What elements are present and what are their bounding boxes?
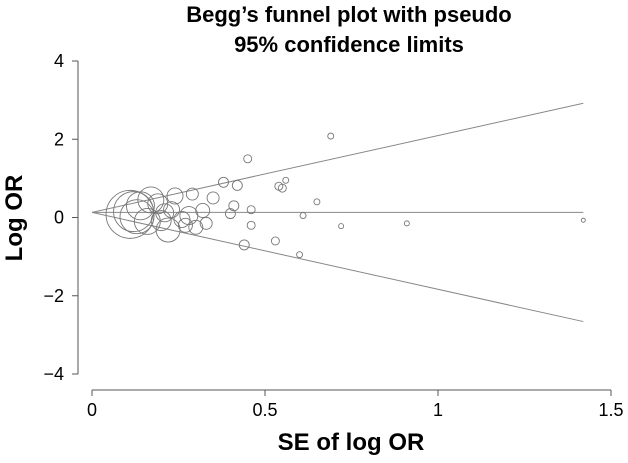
- study-point: [299, 212, 307, 219]
- study-point: [155, 217, 181, 243]
- x-tick-label: 1.5: [598, 400, 623, 420]
- x-tick-label: 0.5: [252, 400, 277, 420]
- study-point: [224, 208, 236, 220]
- x-axis-ticks: 0 0.5 1 1.5: [87, 390, 624, 420]
- study-point: [195, 203, 211, 218]
- study-point: [246, 220, 256, 230]
- study-point: [113, 191, 154, 233]
- study-point: [185, 187, 199, 201]
- study-point: [155, 203, 175, 223]
- study-point: [282, 176, 290, 184]
- study-point: [147, 193, 169, 215]
- y-tick-label: 0: [54, 208, 64, 228]
- study-point: [243, 154, 253, 164]
- study-point: [188, 219, 204, 235]
- y-tick-label: −4: [43, 364, 64, 384]
- study-markers: [105, 132, 586, 259]
- y-tick-label: −2: [43, 286, 64, 306]
- study-point: [163, 201, 181, 219]
- study-point: [296, 251, 304, 259]
- study-point: [218, 176, 229, 188]
- study-point: [228, 200, 240, 212]
- study-point: [137, 186, 165, 214]
- confidence-limit-lines: [91, 102, 584, 323]
- chart-title-line-1: Begg’s funnel plot with pseudo: [186, 2, 512, 27]
- study-point: [277, 183, 287, 193]
- study-point: [246, 205, 256, 215]
- study-point: [119, 199, 155, 235]
- y-axis-ticks: −4 −2 0 2 4: [43, 51, 78, 384]
- upper-confidence-limit: [91, 102, 584, 213]
- x-tick-label: 0: [87, 400, 97, 420]
- study-point: [313, 198, 321, 206]
- study-point: [338, 223, 345, 230]
- y-axis-label: Log OR: [1, 175, 28, 262]
- study-point: [327, 132, 335, 140]
- study-point: [403, 220, 410, 227]
- study-point: [270, 236, 280, 246]
- study-point: [166, 187, 184, 205]
- y-tick-label: 2: [54, 129, 64, 149]
- study-point: [238, 239, 250, 251]
- lower-confidence-limit: [91, 211, 584, 323]
- study-point: [177, 217, 193, 233]
- study-point: [150, 210, 172, 232]
- study-point: [580, 217, 586, 223]
- study-point: [199, 216, 213, 230]
- x-tick-label: 1: [433, 400, 443, 420]
- study-point: [231, 179, 243, 191]
- x-axis-label: SE of log OR: [278, 429, 425, 456]
- y-tick-label: 4: [54, 51, 64, 71]
- chart-title-line-2: 95% confidence limits: [234, 32, 464, 57]
- study-point: [206, 191, 220, 205]
